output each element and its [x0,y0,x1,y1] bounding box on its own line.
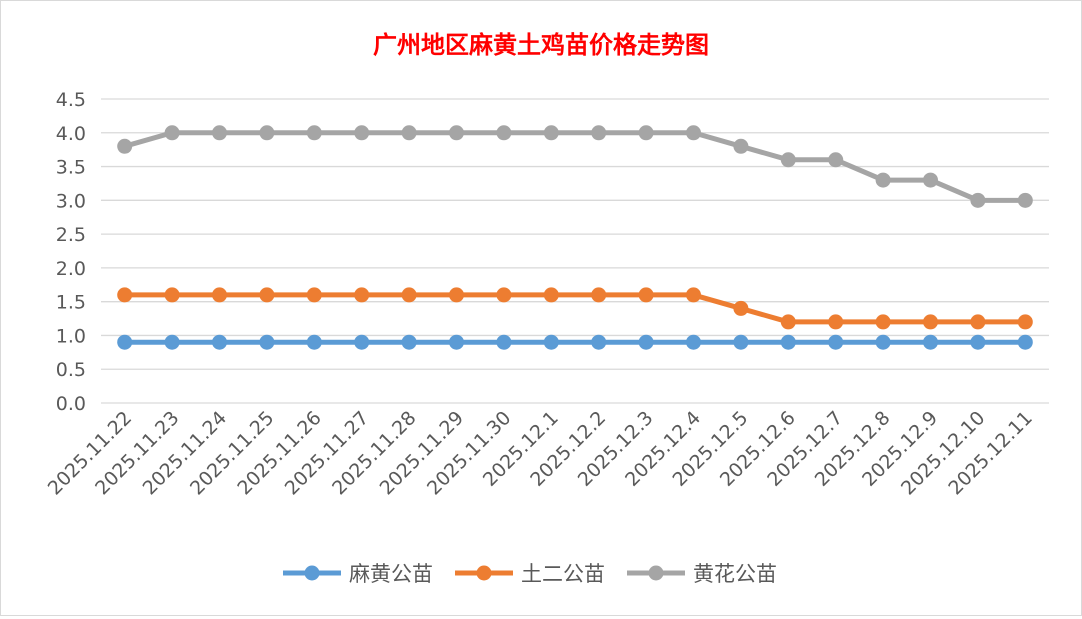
data-point [354,125,370,141]
data-point [543,334,559,350]
data-point [780,334,796,350]
y-tick-label: 1.5 [56,292,86,314]
y-tick-label: 4.5 [56,89,86,111]
data-point [875,334,891,350]
data-point [638,125,654,141]
y-tick-label: 2.0 [56,258,86,280]
legend-item: 黄花公苗 [627,562,777,586]
data-point [496,334,512,350]
data-point [212,287,227,303]
data-point [354,334,370,350]
data-point [306,287,322,303]
y-tick-label: 4.0 [56,123,86,145]
series-line [124,292,1026,325]
data-point [923,334,938,350]
data-point [828,314,844,330]
data-point [970,192,986,208]
data-point [306,334,322,350]
data-point [733,334,749,350]
data-point [780,314,796,330]
data-point [923,314,938,330]
legend-swatch-marker [304,565,320,581]
data-point [401,287,417,303]
data-point [401,125,417,141]
data-point [970,314,986,330]
data-point [212,334,227,350]
legend-label: 黄花公苗 [693,562,777,586]
legend-label: 麻黄公苗 [349,562,433,586]
data-point [733,138,749,154]
data-point [686,125,701,141]
legend-swatch-marker [648,565,664,581]
data-point [306,125,322,141]
data-point [117,138,133,154]
legend-item: 土二公苗 [455,562,605,586]
data-point [638,334,654,350]
data-point [875,172,891,188]
data-point [828,152,844,168]
data-point [401,334,417,350]
y-tick-label: 3.0 [56,190,86,212]
y-tick-label: 1.0 [56,325,86,347]
data-point [686,287,701,303]
data-point [828,334,844,350]
data-point [1017,192,1033,208]
data-point [686,334,701,350]
data-point [496,287,512,303]
data-point [970,334,986,350]
data-point [449,287,464,303]
chart-title: 广州地区麻黄土鸡苗价格走势图 [373,31,709,59]
series-line [124,130,1026,203]
data-point [733,300,749,316]
y-tick-label: 0.5 [56,359,86,381]
data-point [591,334,607,350]
data-point [354,287,370,303]
data-point [543,125,559,141]
data-point [212,125,227,141]
data-point [496,125,512,141]
data-point [117,334,133,350]
data-point [259,334,275,350]
data-point [117,287,133,303]
series-2 [117,287,1033,330]
data-point [543,287,559,303]
legend-swatch-marker [476,565,492,581]
data-point [638,287,654,303]
data-point [780,152,796,168]
y-tick-label: 2.5 [56,224,86,246]
data-point [449,125,464,141]
legend-label: 土二公苗 [521,562,605,586]
data-point [923,172,938,188]
legend-item: 麻黄公苗 [283,562,433,586]
data-point [164,287,180,303]
series-3 [117,125,1033,208]
data-point [259,125,275,141]
series-1 [117,334,1033,350]
data-point [259,287,275,303]
data-point [449,334,464,350]
data-point [591,125,607,141]
y-tick-label: 3.5 [56,157,86,179]
data-point [1017,314,1033,330]
data-point [164,334,180,350]
data-point [164,125,180,141]
y-tick-label: 0.0 [56,393,86,415]
data-point [875,314,891,330]
data-point [1017,334,1033,350]
data-point [591,287,607,303]
